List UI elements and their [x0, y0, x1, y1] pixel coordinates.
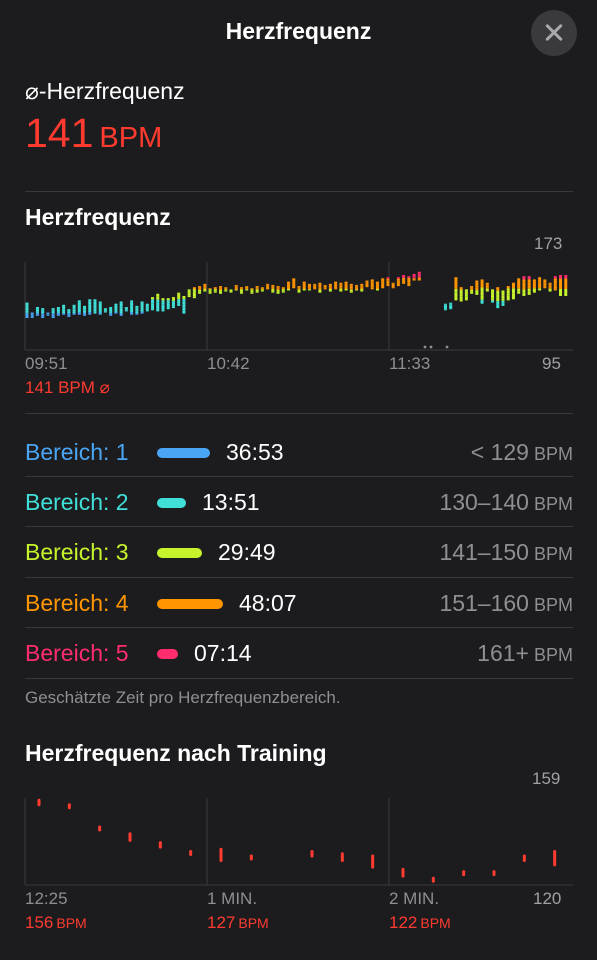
zone-range-value: 161+ — [477, 640, 529, 666]
zone-time-bar — [157, 448, 210, 458]
close-icon[interactable] — [531, 10, 577, 56]
divider — [25, 476, 573, 477]
hr-chart-y-max-label: 173 — [534, 234, 563, 253]
hr-chart-x-tick-label: 11:33 — [389, 354, 431, 373]
zone-label: Bereich: 4 — [25, 590, 129, 616]
recovery-bpm-value: 127 — [207, 913, 236, 932]
zone-row-2: Bereich: 2 13:51 130–140 BPM — [25, 477, 573, 527]
zone-range: 141–150 BPM — [439, 539, 573, 566]
recovery-x-tick-label: 12:25 — [25, 889, 68, 908]
zone-range-value: 151–160 — [439, 590, 529, 616]
recovery-bpm-label: 156 BPM — [25, 913, 87, 933]
zone-time-bar — [157, 548, 202, 558]
hr-chart-dot — [423, 345, 427, 349]
zone-time-bar — [157, 498, 186, 508]
zone-row-3: Bereich: 3 29:49 141–150 BPM — [25, 527, 573, 577]
zone-row-1: Bereich: 1 36:53 < 129 BPM — [25, 427, 573, 477]
average-heart-rate-label: ⌀-Herzfrequenz — [25, 78, 185, 104]
zone-range: 130–140 BPM — [439, 489, 573, 516]
zone-range-unit: BPM — [533, 544, 573, 564]
hr-chart-dot — [445, 345, 449, 349]
recovery-x-tick-label: 2 MIN. — [389, 889, 440, 908]
zone-time-bar — [157, 649, 178, 659]
hr-chart-average-label: 141 BPM ⌀ — [25, 378, 110, 397]
divider — [25, 413, 573, 414]
recovery-bpm-value: 156 — [25, 913, 54, 932]
zone-time: 36:53 — [226, 439, 284, 465]
zone-range-unit: BPM — [533, 444, 573, 464]
hr-chart-dot — [429, 345, 433, 349]
recovery-bpm-unit: BPM — [238, 915, 269, 931]
zones-footnote: Geschätzte Zeit pro Herzfrequenzbereich. — [25, 688, 341, 707]
recovery-bpm-unit: BPM — [56, 915, 87, 931]
zone-time: 07:14 — [194, 640, 252, 666]
divider — [25, 627, 573, 628]
recovery-chart — [24, 798, 573, 886]
zone-row-4: Bereich: 4 48:07 151–160 BPM — [25, 578, 573, 628]
recovery-bpm-label: 127 BPM — [207, 913, 269, 933]
zone-range-unit: BPM — [533, 494, 573, 514]
recovery-bpm-unit: BPM — [420, 915, 451, 931]
recovery-bpm-label: 122 BPM — [389, 913, 451, 933]
heart-rate-chart — [24, 262, 573, 351]
zone-label: Bereich: 3 — [25, 539, 129, 565]
recovery-chart-y-max-label: 159 — [532, 769, 561, 788]
average-heart-rate-value: 141 BPM — [25, 110, 162, 157]
divider — [25, 577, 573, 578]
zone-range-value: < 129 — [470, 439, 529, 465]
divider — [25, 678, 573, 679]
zone-label: Bereich: 1 — [25, 439, 129, 465]
zone-label: Bereich: 5 — [25, 640, 129, 666]
zone-range: 151–160 BPM — [439, 590, 573, 617]
zone-range: < 129 BPM — [471, 439, 573, 466]
zone-time: 13:51 — [202, 489, 260, 515]
recovery-x-tick-label: 1 MIN. — [207, 889, 258, 908]
recovery-chart-title: Herzfrequenz nach Training — [25, 740, 327, 766]
zone-time: 48:07 — [239, 590, 297, 616]
hr-chart-y-min-label: 95 — [542, 354, 561, 373]
average-heart-rate-number: 141 — [25, 110, 94, 156]
hr-chart-x-tick-label: 09:51 — [25, 354, 68, 373]
recovery-chart-y-min-label: 120 — [533, 889, 562, 908]
zone-time-bar — [157, 599, 223, 609]
heart-rate-chart-title: Herzfrequenz — [25, 204, 171, 230]
header: Herzfrequenz — [0, 0, 597, 68]
zone-time: 29:49 — [218, 539, 276, 565]
zone-range: 161+ BPM — [477, 640, 573, 667]
divider — [25, 526, 573, 527]
zone-range-value: 141–150 — [439, 539, 529, 565]
zone-range-unit: BPM — [533, 645, 573, 665]
recovery-bpm-value: 122 — [389, 913, 418, 932]
hr-chart-x-tick-label: 10:42 — [207, 354, 250, 373]
zone-row-5: Bereich: 5 07:14 161+ BPM — [25, 628, 573, 678]
page-title: Herzfrequenz — [225, 18, 372, 44]
zone-range-value: 130–140 — [439, 489, 529, 515]
average-heart-rate-unit: BPM — [99, 122, 163, 154]
zone-label: Bereich: 2 — [25, 489, 129, 515]
divider — [25, 191, 573, 192]
zone-range-unit: BPM — [533, 595, 573, 615]
